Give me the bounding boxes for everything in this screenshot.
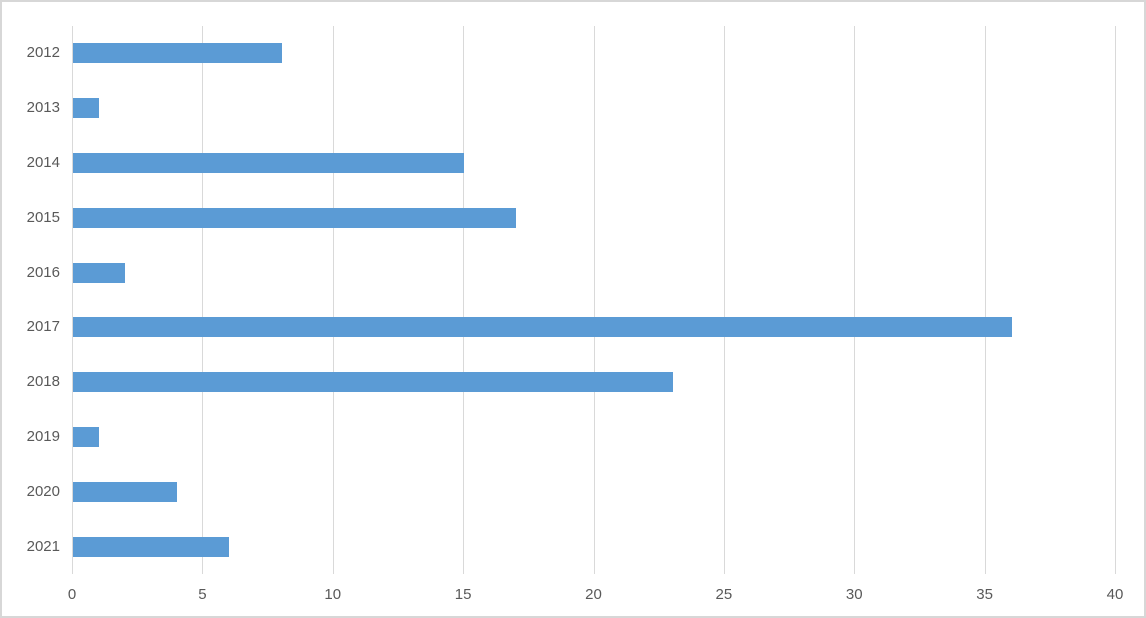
bar-2021: [73, 536, 230, 557]
bar-2012: [73, 43, 282, 64]
x-axis-label: 10: [324, 586, 342, 603]
x-axis-label: 20: [585, 586, 602, 603]
x-axis-label: 25: [715, 586, 733, 603]
gridline: [984, 26, 986, 574]
y-axis-label: 2018: [26, 373, 60, 391]
bar-2020: [73, 481, 178, 502]
y-axis-label: 2013: [26, 99, 60, 117]
gridline: [202, 26, 204, 574]
gridline: [723, 26, 725, 574]
x-axis-label: 15: [454, 586, 472, 603]
gridline: [593, 26, 595, 574]
x-axis-label: 0: [67, 586, 77, 603]
bar-2019: [73, 427, 100, 447]
bar-2016: [73, 262, 126, 283]
x-axis-label: 5: [198, 586, 207, 603]
gridline: [1115, 26, 1116, 574]
x-axis-label: 40: [1106, 586, 1124, 603]
gridline: [854, 26, 856, 574]
bar-2015: [73, 207, 517, 228]
bar-2014: [73, 153, 465, 173]
y-axis-label: 2014: [26, 154, 60, 171]
y-axis-label: 2019: [26, 428, 60, 445]
gridline: [72, 26, 73, 574]
bar-2017: [73, 317, 1012, 338]
y-axis-label: 2012: [26, 44, 60, 62]
gridline: [463, 26, 465, 574]
y-axis-label: 2016: [26, 263, 60, 281]
x-axis-label: 35: [976, 586, 993, 603]
bar-2018: [73, 372, 673, 393]
y-axis-label: 2017: [26, 318, 60, 336]
y-axis-label: 2021: [26, 537, 60, 555]
y-axis-label: 2020: [26, 482, 60, 500]
y-axis-label: 2015: [26, 208, 60, 226]
gridline: [332, 26, 334, 574]
bar-2013: [73, 98, 100, 119]
x-axis-label: 30: [845, 586, 863, 603]
